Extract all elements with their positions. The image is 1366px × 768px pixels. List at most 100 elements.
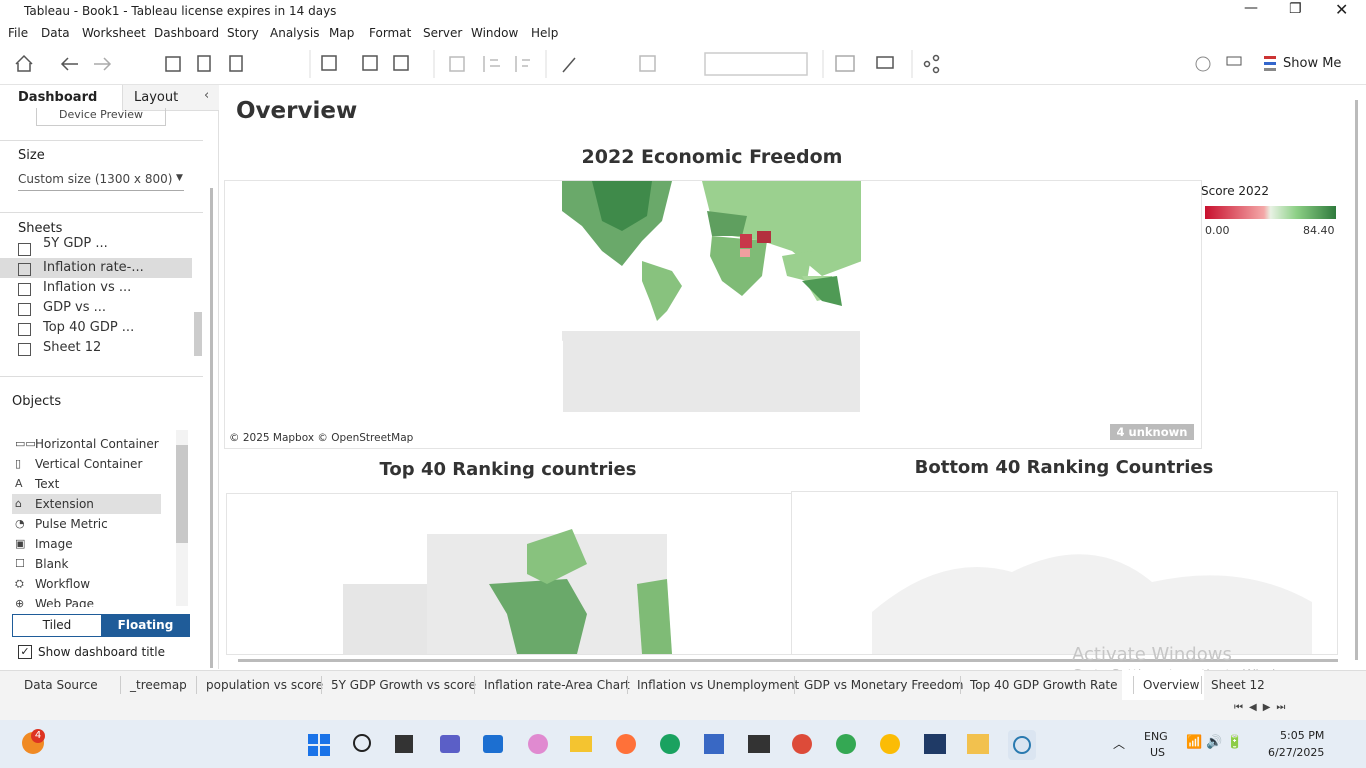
object-icon: ⌂ [15,497,22,510]
taskbar-apps [308,730,1036,760]
object-icon: ⊕ [15,597,25,610]
layout-tab-bg [122,85,219,111]
objects-heading: Objects [12,394,62,409]
sheet-icon [18,263,31,276]
tab-sep [196,676,197,694]
title-bar [0,0,1366,22]
object-item[interactable]: Vertical Container [35,457,143,471]
tab-sep [120,676,121,694]
side-tab[interactable]: Dashboard [18,90,98,105]
menu-item[interactable]: File [8,26,29,40]
h-scrollbar [238,659,1338,662]
object-icon: ◔ [15,517,25,530]
sheet-item[interactable]: 5Y GDP ... [43,236,108,248]
menu-item[interactable]: Map [329,26,355,40]
tiled-button[interactable]: Tiled [12,614,102,637]
object-item[interactable]: Image [35,537,73,551]
window-title: Tableau - Book1 - Tableau license expire… [24,4,337,18]
sheet-tab[interactable]: _treemap [130,678,187,692]
collapse[interactable]: ‹ [204,88,210,103]
object-icon: ☐ [15,557,25,570]
top40-map [343,529,672,654]
menu-item[interactable]: Window [471,26,519,40]
sheet-item[interactable]: Sheet 12 [43,340,102,355]
sheet-tab[interactable]: Inflation vs Unemployment [637,678,800,692]
tab-sep [1201,676,1202,694]
device-preview[interactable]: Device Preview [36,108,166,126]
divider [0,140,203,141]
tab-sep [474,676,475,694]
sheet-tab[interactable]: population vs score [206,678,324,692]
sheet-item[interactable]: Inflation rate-... [43,260,144,275]
object-item[interactable]: Extension [35,497,94,511]
region[interactable]: US [1150,746,1166,759]
sheet-tab[interactable]: Data Source [24,678,98,692]
toolbar-icons [15,50,940,78]
tab-sep [794,676,795,694]
minimize[interactable]: — [1244,0,1258,16]
unknown-indicator[interactable]: 4 unknown [1110,424,1194,440]
divider [0,212,203,213]
side-tab[interactable]: Layout [134,90,179,105]
tab-sep [627,676,628,694]
object-item[interactable]: Text [35,477,60,491]
map-frame [224,180,1202,449]
tab-sep [321,676,322,694]
tray-icons[interactable]: 📶 🔊 🔋 [1186,735,1243,750]
map-attribution: © 2025 Mapbox © OpenStreetMap [229,432,414,444]
watermark: Activate Windows [1072,644,1232,665]
sheet-tab[interactable]: Inflation rate-Area Chart [484,678,630,692]
dropdown-arrow: ▼ [176,173,183,183]
sheet-item[interactable]: Top 40 GDP ... [43,320,135,335]
status-bar [0,700,1366,720]
show-me[interactable]: Show Me [1283,56,1342,71]
world-map [562,181,861,412]
menu-item[interactable]: Help [531,26,559,40]
tab-nav[interactable]: ⏮◀▶⏭ [1234,702,1292,713]
menu-item[interactable]: Server [423,26,463,40]
object-icon: A [15,477,23,490]
checkbox[interactable]: ✓ [18,645,32,659]
menu-item[interactable]: Worksheet [82,26,146,40]
sheet-item[interactable]: GDP vs ... [43,300,107,315]
object-item[interactable]: Pulse Metric [35,517,108,531]
legend-min: 0.00 [1205,224,1230,237]
object-icon: ⛭ [15,577,24,590]
panel-scrollbar [210,188,213,668]
sheet-tab[interactable]: Sheet 12 [1211,678,1265,692]
time[interactable]: 5:05 PM [1280,729,1325,742]
taskbar [0,720,1366,768]
v-scrollbar [1355,100,1358,660]
size-dropdown[interactable]: Custom size (1300 x 800) [18,172,184,191]
map-title: Top 40 Ranking countries [379,459,637,480]
sheet-icon [18,303,31,316]
object-icon: ▭▭ [15,437,36,450]
sheet-item[interactable]: Inflation vs ... [43,280,132,295]
date[interactable]: 6/27/2025 [1268,746,1325,759]
sheet-tab[interactable]: GDP vs Monetary Freedom [804,678,964,692]
object-item[interactable]: Horizontal Container [35,437,159,451]
object-item[interactable]: Web Page [35,597,95,607]
floating-button[interactable]: Floating [101,614,190,637]
sheet-tab[interactable]: Top 40 GDP Growth Rate [970,678,1118,692]
tab-sep [960,676,961,694]
map-frame [791,491,1338,655]
sheets-heading: Sheets [18,221,63,236]
maximize[interactable]: ❐ [1289,1,1302,17]
menu-item[interactable]: Dashboard [154,26,220,40]
menu-item[interactable]: Data [41,26,70,40]
menu-item[interactable]: Format [369,26,412,40]
close[interactable]: ✕ [1335,0,1349,19]
sheet-tab[interactable]: 5Y GDP Growth vs score [331,678,477,692]
language[interactable]: ENG [1144,730,1168,743]
legend-title: Score 2022 [1201,184,1269,198]
object-item[interactable]: Blank [35,557,69,571]
menu-item[interactable]: Analysis [270,26,320,40]
tray-chevron[interactable]: ︿ [1113,737,1126,751]
object-item[interactable]: Workflow [35,577,91,591]
map-frame [226,493,792,655]
sheet-tab[interactable]: Overview [1143,678,1200,692]
toolbar [0,44,1366,85]
menu-item[interactable]: Story [227,26,259,40]
